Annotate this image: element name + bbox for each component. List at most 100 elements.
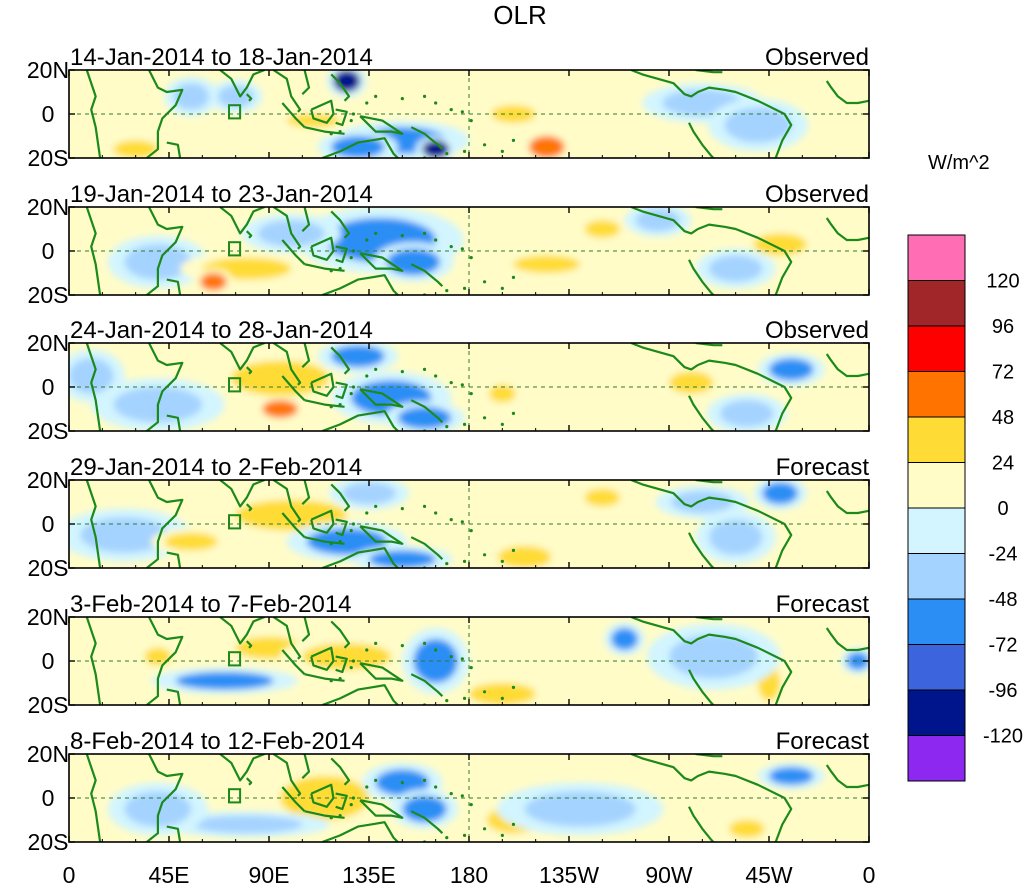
anomaly-cell [124, 791, 192, 827]
island [422, 504, 427, 508]
coastline [85, 343, 102, 431]
coastline [219, 617, 265, 645]
anomaly-cell [175, 672, 274, 690]
island [374, 504, 378, 508]
island [482, 416, 487, 420]
island [365, 101, 369, 105]
island [460, 794, 464, 798]
island [400, 781, 404, 785]
island [469, 256, 473, 260]
panel-period: 14-Jan-2014 to 18-Jan-2014 [70, 44, 373, 71]
coastline [310, 372, 335, 397]
coastline [246, 366, 253, 375]
colorbar-swatch [907, 416, 966, 463]
island [482, 143, 487, 147]
coastline [301, 617, 311, 642]
island [400, 97, 404, 101]
coastline [246, 93, 253, 102]
island [460, 520, 464, 524]
anomaly-cell [200, 273, 227, 291]
region-box [228, 788, 242, 804]
coastline [166, 551, 182, 568]
region-box [228, 377, 242, 393]
region-box [228, 514, 242, 530]
coastline [219, 480, 265, 508]
anomaly-cell [524, 791, 636, 827]
coastline [272, 70, 302, 113]
coastline [410, 536, 444, 560]
island [329, 269, 333, 273]
coastline [825, 80, 869, 105]
coastline [85, 207, 102, 295]
coastline [301, 343, 311, 368]
anomaly-cell [413, 639, 458, 683]
x-tick-label: 0 [863, 862, 876, 887]
y-tick-label: 20N [27, 604, 69, 630]
coastline [281, 239, 306, 265]
chart-title: OLR [493, 0, 547, 30]
colorbar-swatch [907, 507, 966, 554]
y-tick-label: 0 [42, 511, 55, 537]
coastline [321, 274, 399, 295]
colorbar-swatch [907, 553, 966, 600]
island [449, 108, 453, 112]
island [351, 385, 356, 389]
panel-6: 20N 0 20S 8-Feb-2014 to 12-Feb-2014 Forecast [27, 728, 870, 855]
coastline [410, 263, 444, 287]
y-tick-label: 0 [42, 648, 55, 674]
island [351, 796, 356, 800]
island [460, 110, 464, 114]
island [482, 827, 487, 831]
y-tick-label: 20N [27, 57, 69, 83]
coastline [330, 346, 351, 375]
coastline [272, 207, 302, 250]
island [500, 422, 504, 426]
coastline [688, 395, 715, 431]
y-tick-label: 20S [28, 418, 69, 444]
island [365, 238, 369, 242]
coastline [281, 512, 306, 538]
island [469, 803, 473, 807]
coastline [281, 375, 306, 401]
island [349, 529, 353, 533]
island [434, 238, 438, 242]
colorbar-tick-label: -96 [989, 680, 1018, 702]
coastline [321, 547, 399, 568]
x-tick-label: 135W [539, 862, 599, 887]
island [329, 132, 333, 136]
anomaly-cell [669, 371, 714, 394]
island [422, 778, 427, 783]
x-tick-label: 45W [745, 862, 793, 887]
y-tick-label: 20S [28, 829, 69, 855]
island [400, 507, 404, 511]
island [462, 696, 467, 701]
coastline [410, 399, 444, 423]
coastline [825, 217, 869, 242]
coastline [335, 655, 348, 674]
island [351, 522, 356, 526]
coastline [335, 108, 348, 127]
island [462, 559, 467, 564]
region-box [228, 651, 242, 667]
coastline [310, 646, 335, 671]
island [422, 231, 427, 235]
coastline [219, 70, 265, 98]
x-axis: 0 45E 90E 135E 180 135W 90W 45W 0 [63, 862, 876, 887]
island [351, 249, 356, 253]
coastline [246, 777, 253, 786]
colorbar-tick-label: -48 [989, 589, 1018, 611]
anomaly-cell [69, 358, 114, 394]
island [365, 785, 369, 789]
anomaly-cell [724, 107, 792, 143]
island [351, 112, 356, 116]
colorbar-tick-label: 120 [986, 271, 1019, 293]
colorbar-tick-label: 96 [992, 316, 1014, 338]
anomaly-cell [489, 384, 516, 403]
island [338, 677, 342, 681]
x-tick-label: 45E [149, 862, 190, 887]
coastline [310, 99, 335, 124]
colorbar-swatch [907, 280, 966, 327]
anomaly-cell [720, 400, 774, 427]
region-box [228, 241, 242, 257]
coastline [146, 207, 184, 295]
